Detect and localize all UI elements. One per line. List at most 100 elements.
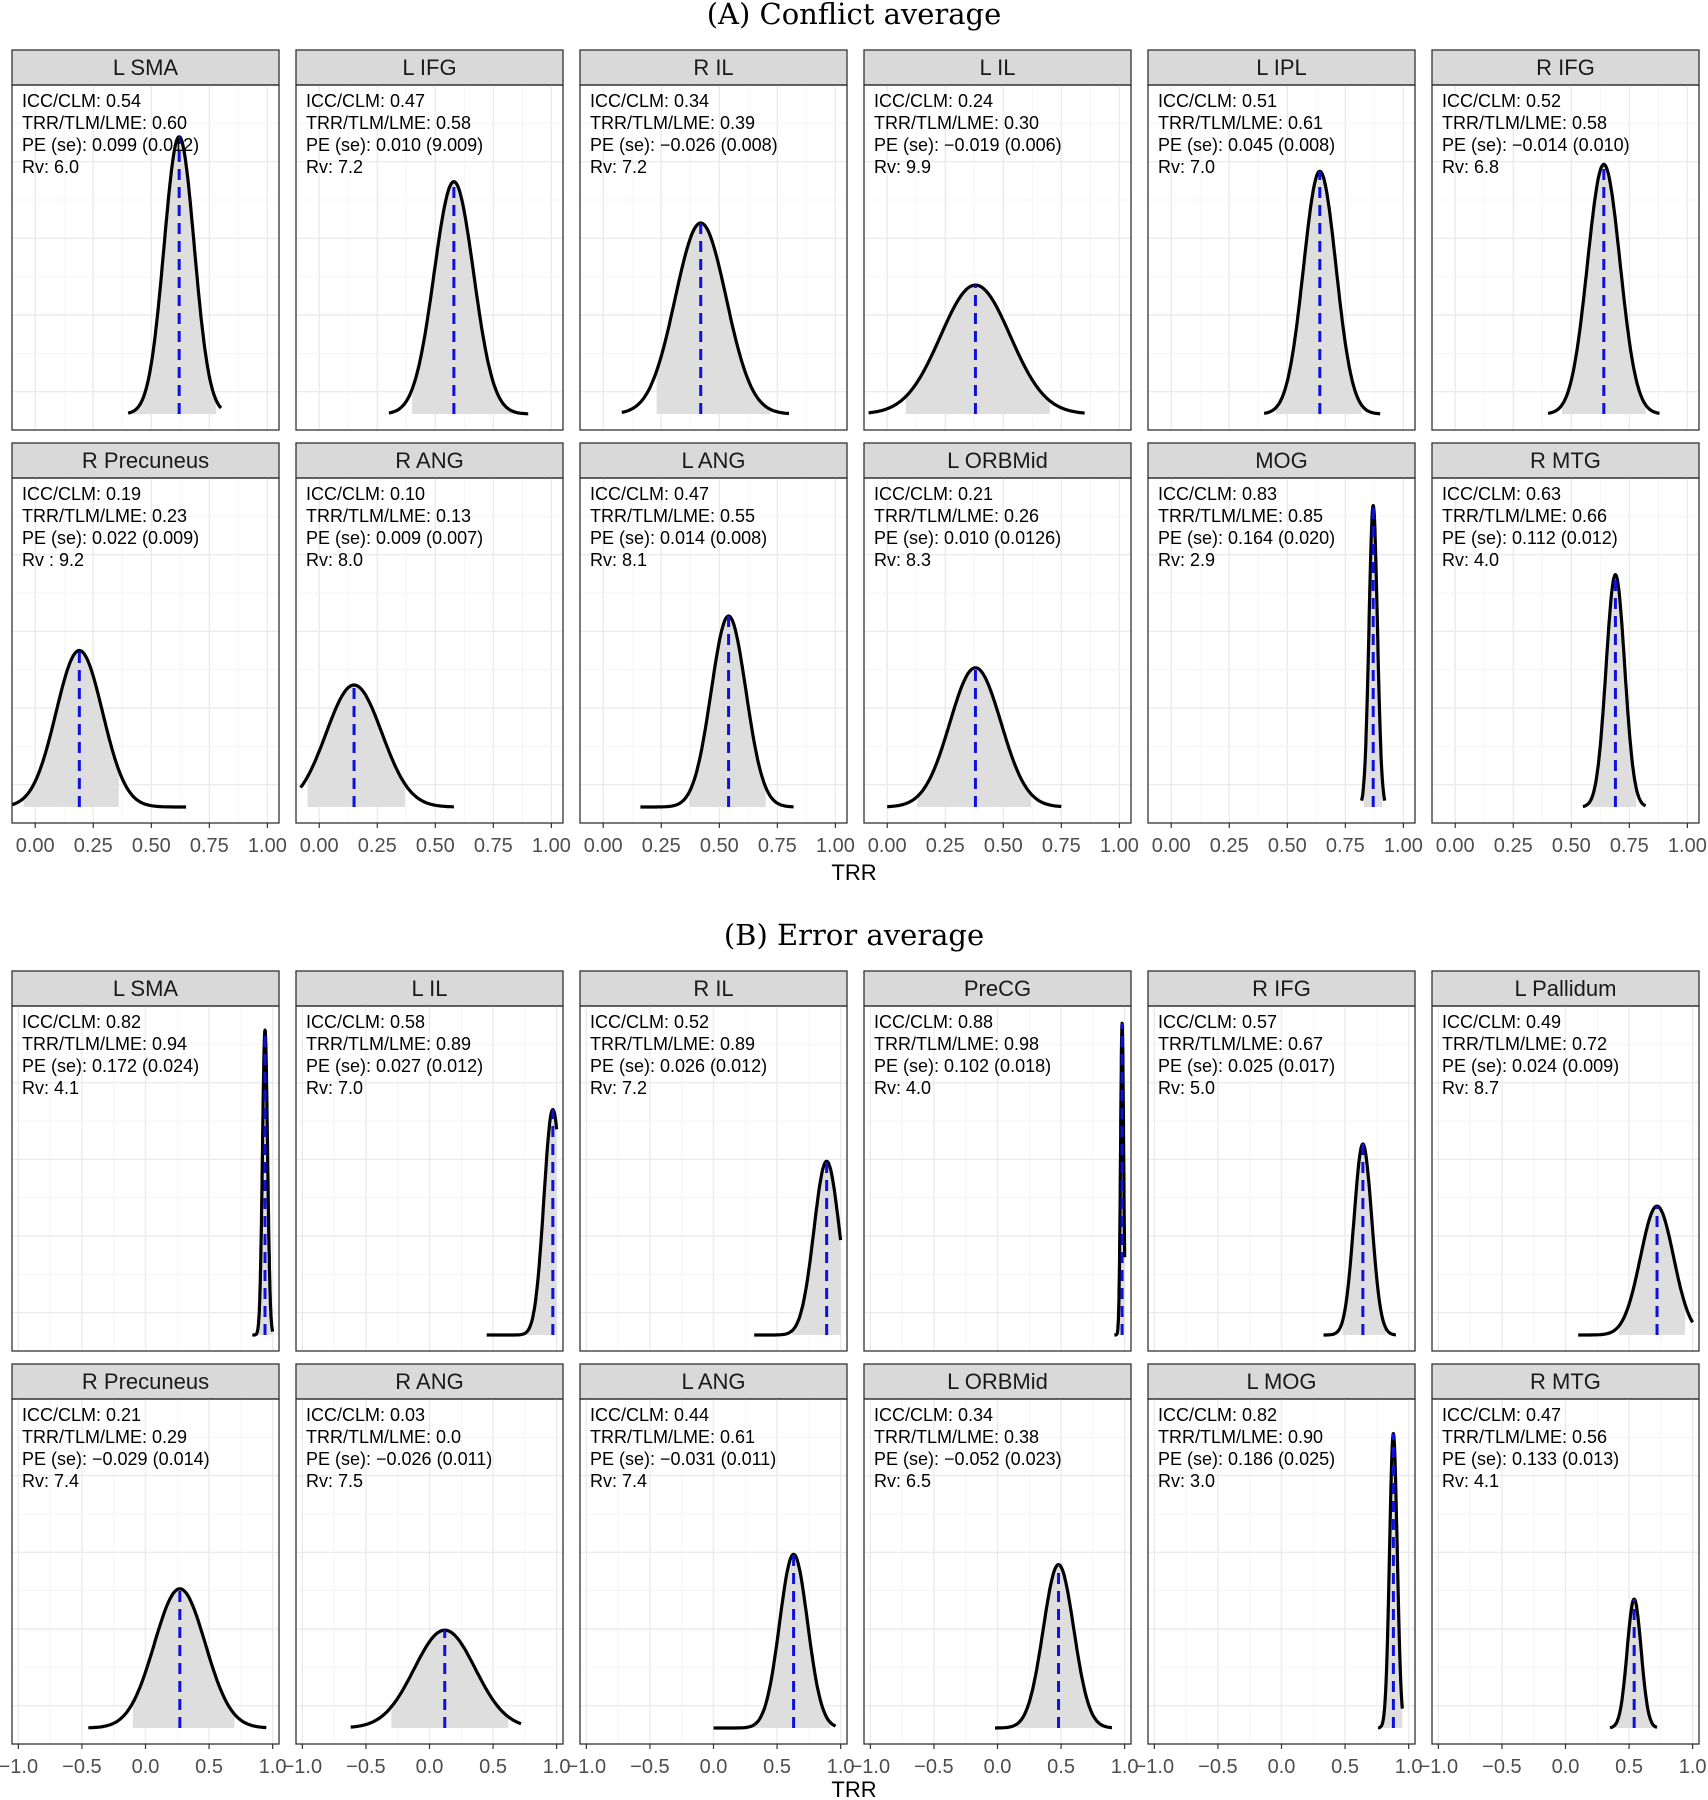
stat-line: ICC/CLM: 0.52	[590, 1012, 709, 1032]
x-tick-label: 0.0	[1268, 1756, 1296, 1778]
x-tick-label: 0.75	[758, 835, 797, 857]
panel-title: L SMA	[113, 55, 179, 80]
panel-grid	[864, 1399, 1131, 1744]
density-curve	[994, 1563, 1113, 1730]
x-tick-label: 0.75	[190, 835, 229, 857]
panel-title: R IL	[693, 976, 733, 1001]
stat-line: PE (se): 0.172 (0.024)	[22, 1056, 199, 1076]
panel-border	[1431, 477, 1700, 824]
panel-title: MOG	[1255, 448, 1308, 473]
panel-strip	[579, 49, 848, 86]
stat-line: PE (se): −0.029 (0.014)	[22, 1449, 210, 1469]
x-tick-label: 0.5	[1331, 1756, 1359, 1778]
panel-border	[1147, 84, 1416, 431]
x-tick-label: 0.00	[300, 835, 339, 857]
stat-line: ICC/CLM: 0.10	[306, 484, 425, 504]
stat-line: ICC/CLM: 0.47	[306, 91, 425, 111]
panel-border	[295, 1005, 564, 1352]
panel-border	[863, 477, 1132, 824]
stat-line: Rv: 7.0	[1158, 157, 1215, 177]
density-shade	[128, 136, 217, 415]
x-axis: 0.00 0.25 0.50 0.75 1.00	[1152, 823, 1423, 857]
x-tick-label: 0.00	[1152, 835, 1191, 857]
stat-line: TRR/TLM/LME: 0.0	[306, 1427, 461, 1447]
x-tick-label: 0.75	[474, 835, 513, 857]
x-axis: 0.00 0.25 0.50 0.75 1.00	[1436, 823, 1707, 857]
density-curve	[887, 666, 1062, 809]
x-tick-label: −1.0	[567, 1756, 606, 1778]
panel-title: R IFG	[1252, 976, 1311, 1001]
stat-line: TRR/TLM/LME: 0.85	[1158, 506, 1323, 526]
panel-title: R MTG	[1530, 448, 1601, 473]
x-tick-label: −0.5	[1198, 1756, 1237, 1778]
x-tick-label: 0.25	[926, 835, 965, 857]
stat-line: Rv: 7.2	[590, 1078, 647, 1098]
stat-line: TRR/TLM/LME: 0.58	[306, 113, 471, 133]
density-shade	[917, 667, 1032, 807]
panel-border	[1431, 84, 1700, 431]
x-tick-label: 0.00	[868, 835, 907, 857]
stat-line: Rv: 9.9	[874, 157, 931, 177]
stat-line: Rv: 7.4	[22, 1471, 79, 1491]
stat-line: TRR/TLM/LME: 0.90	[1158, 1427, 1323, 1447]
x-tick-label: 0.00	[584, 835, 623, 857]
density-shade	[1562, 164, 1646, 414]
x-axis: −1.0 −0.5 0.0 0.5 1.0	[1135, 1744, 1423, 1778]
stat-line: TRR/TLM/LME: 0.30	[874, 113, 1039, 133]
stat-line: ICC/CLM: 0.52	[1442, 91, 1561, 111]
density-curve	[1263, 169, 1381, 416]
x-tick-label: −1.0	[1419, 1756, 1458, 1778]
panel-border	[11, 84, 280, 431]
stat-line: PE (se): 0.112 (0.012)	[1442, 528, 1618, 548]
panel-border	[579, 477, 848, 824]
stat-line: PE (se): 0.164 (0.020)	[1158, 528, 1335, 548]
panel-border	[11, 1005, 280, 1352]
x-tick-label: −0.5	[1482, 1756, 1521, 1778]
density-curve	[485, 1108, 559, 1337]
stat-line: Rv: 6.8	[1442, 157, 1499, 177]
panel-border	[1431, 1005, 1700, 1352]
stat-line: TRR/TLM/LME: 0.39	[590, 113, 755, 133]
x-tick-label: 0.25	[74, 835, 113, 857]
section-title: (B) Error average	[724, 918, 984, 952]
stat-line: Rv: 7.2	[590, 157, 647, 177]
panel-grid	[296, 1399, 563, 1744]
x-tick-label: 0.5	[479, 1756, 507, 1778]
stat-line: TRR/TLM/LME: 0.61	[590, 1427, 755, 1447]
stat-line: TRR/TLM/LME: 0.89	[306, 1034, 471, 1054]
panel-title: L ORBMid	[947, 1369, 1048, 1394]
panel-grid	[1148, 1399, 1415, 1744]
panel-title: L Pallidum	[1515, 976, 1617, 1001]
x-tick-label: 0.5	[195, 1756, 223, 1778]
density-shade	[412, 181, 517, 414]
panel-grid	[1432, 85, 1699, 430]
panel-strip	[1431, 442, 1700, 479]
panel-title: R IL	[693, 55, 733, 80]
panel-strip	[579, 1363, 848, 1400]
x-tick-label: 0.0	[416, 1756, 444, 1778]
x-axis: −1.0 −0.5 0.0 0.5 1.0	[1419, 1744, 1707, 1778]
stat-line: ICC/CLM: 0.51	[1158, 91, 1277, 111]
panel-strip	[11, 49, 280, 86]
stat-line: PE (se): −0.026 (0.008)	[590, 135, 778, 155]
panel-strip	[579, 970, 848, 1007]
panel-strip	[1431, 49, 1700, 86]
stat-line: Rv: 3.0	[1158, 1471, 1215, 1491]
